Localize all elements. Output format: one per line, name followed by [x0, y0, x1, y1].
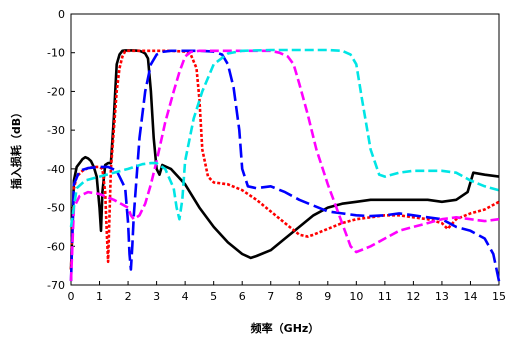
x-tick-label: 15 [492, 290, 506, 303]
x-tick-label: 7 [267, 290, 274, 303]
series-line-3 [69, 49, 501, 282]
x-tick-label: 6 [239, 290, 246, 303]
x-tick-label: 13 [435, 290, 449, 303]
x-tick-label: 4 [182, 290, 189, 303]
x-tick-label: 2 [125, 290, 132, 303]
x-tick-label: 8 [296, 290, 303, 303]
series-line-2 [69, 49, 500, 270]
x-tick-label: 12 [406, 290, 420, 303]
x-axis-title: 频率（GHz） [251, 321, 320, 335]
plot-area [70, 13, 500, 286]
x-tick-label: 11 [378, 290, 392, 303]
y-tick-label: -70 [47, 279, 65, 292]
y-tick-label: -40 [47, 163, 65, 176]
x-tick-label: 5 [210, 290, 217, 303]
series-group [69, 48, 501, 282]
x-axis: 0 1 2 3 4 5 6 7 8 9 10 11 12 13 14 15 [68, 281, 506, 303]
x-tick-label: 3 [153, 290, 160, 303]
x-tick-label: 9 [324, 290, 331, 303]
y-tick-label: -60 [47, 240, 65, 253]
y-tick-label: -20 [47, 85, 65, 98]
series-line-1 [69, 49, 500, 270]
x-tick-label: 1 [96, 290, 103, 303]
y-tick-label: -10 [47, 47, 65, 60]
series-line-5 [69, 48, 500, 228]
y-tick-label: -50 [47, 202, 65, 215]
x-tick-label: 0 [68, 290, 75, 303]
y-tick-label: -30 [47, 124, 65, 137]
y-axis-title: 插入损耗（dB） [9, 107, 23, 189]
y-tick-label: 0 [58, 8, 65, 21]
x-tick-label: 14 [463, 290, 477, 303]
x-tick-label: 10 [349, 290, 363, 303]
